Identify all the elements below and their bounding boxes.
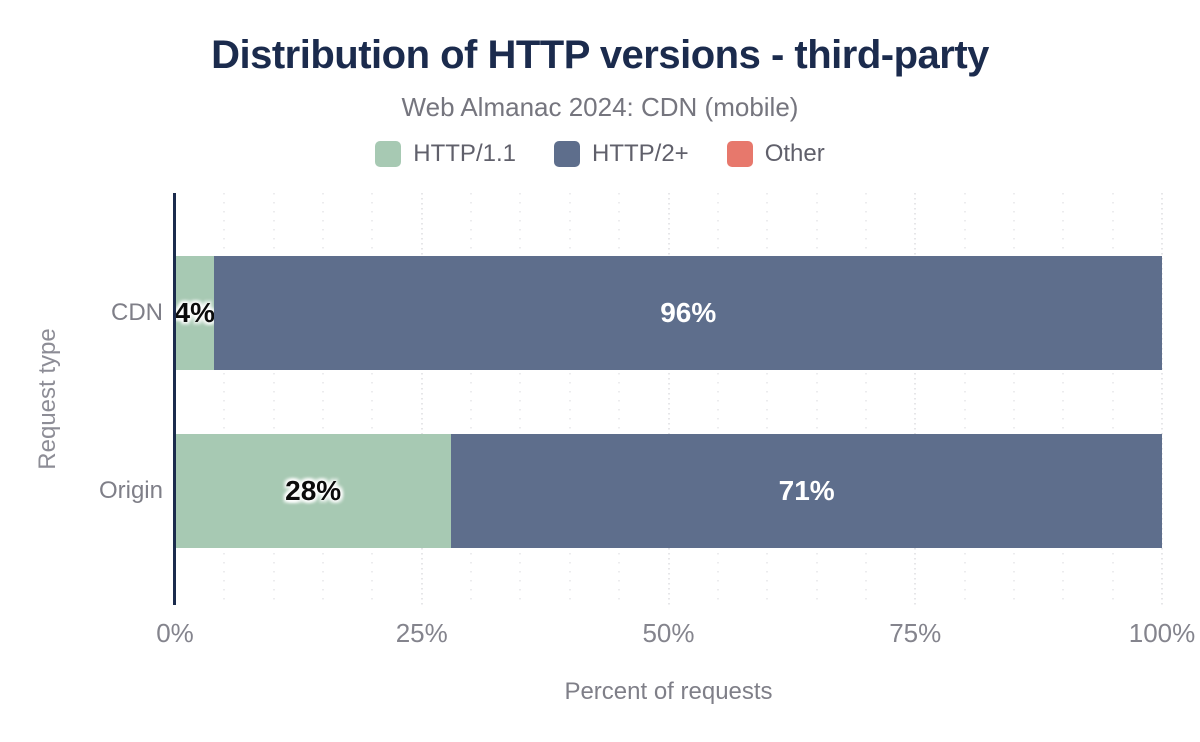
x-axis-title: Percent of requests [564,678,773,705]
gridline-minor [470,193,472,605]
gridlines [175,193,1163,605]
gridline-minor [371,193,373,605]
gridline-minor [1013,193,1015,605]
x-tick-50: 50% [642,618,695,648]
y-axis-title: Request type [34,328,61,470]
gridline-minor [519,193,521,605]
gridline-minor [273,193,275,605]
gridline-minor [766,193,768,605]
gridline-minor [1112,193,1114,605]
legend-label-http11: HTTP/1.1 [413,140,516,167]
gridline-major [914,193,916,605]
gridline-minor [1062,193,1064,605]
y-axis-line [173,193,176,605]
gridline-minor [322,193,324,605]
x-tick-0: 0% [156,618,194,648]
gridline-minor [717,193,719,605]
x-tick-75: 75% [889,618,942,648]
x-axis-ticks: 0% 25% 50% 75% 100% [156,618,1195,648]
bar-cdn-value-http11: 4% [174,297,215,328]
chart-title: Distribution of HTTP versions - third-pa… [211,33,989,77]
legend-swatch-http2-icon [553,141,580,167]
legend-item-other: Other [726,140,825,167]
gridline-major [1161,193,1163,605]
plot-area: 4% 96% 28% 71% [173,193,1163,605]
bar-cdn-segment-http2: 96% [214,256,1162,370]
bar-origin-segment-http2: 71% [451,434,1162,548]
legend-item-http2: HTTP/2+ [553,140,689,167]
category-label-cdn: CDN [111,299,163,326]
gridline-major [421,193,423,605]
bar-cdn: 4% 96% [175,256,1162,370]
gridline-minor [618,193,620,605]
gridline-major [668,193,669,605]
gridline-minor [964,193,966,605]
bar-cdn-segment-http11: 4% [174,256,215,370]
legend-label-http2: HTTP/2+ [591,140,689,167]
category-label-origin: Origin [98,477,163,504]
legend-swatch-other-icon [726,141,753,167]
bar-origin-value-http2: 71% [778,475,835,506]
gridline-minor [816,193,818,605]
legend: HTTP/1.1 HTTP/2+ Other [0,141,1200,167]
gridline-minor [569,193,571,605]
x-tick-100: 100% [1128,618,1196,648]
chart-subtitle: Web Almanac 2024: CDN (mobile) [401,92,799,122]
gridline-minor [865,193,867,605]
bar-cdn-value-http2: 96% [660,297,717,328]
gridline-minor [223,193,225,605]
legend-item-http11: HTTP/1.1 [375,141,516,167]
legend-label-other: Other [764,140,825,167]
bar-origin: 28% 71% [175,434,1162,548]
x-tick-25: 25% [395,618,448,648]
bar-origin-value-http11: 28% [285,475,342,506]
legend-swatch-http11-icon [375,141,402,167]
bar-origin-segment-http11: 28% [175,434,452,548]
